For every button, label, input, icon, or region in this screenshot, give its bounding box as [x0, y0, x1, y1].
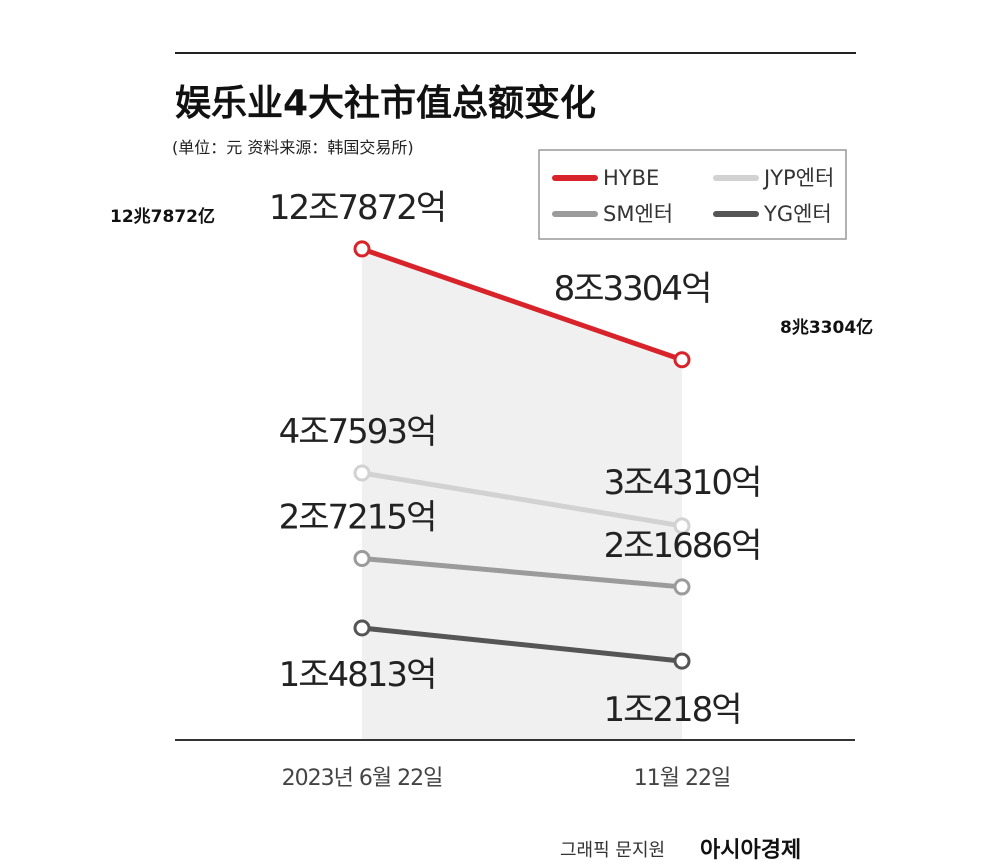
data-label: 12조7872억 — [269, 188, 445, 228]
data-label: 2조1686억 — [604, 526, 761, 566]
annotation: 12兆7872亿 — [110, 206, 215, 227]
series-line — [361, 470, 683, 529]
legend: HYBE JYP엔터 SM엔터 YG엔터 — [552, 166, 834, 226]
data-label: 3조4310억 — [604, 463, 761, 503]
footer-credit: 그래픽 문지원 — [560, 840, 665, 861]
data-point — [353, 240, 371, 258]
footer-logo: 아시아경제 — [700, 838, 801, 863]
data-point — [673, 351, 691, 369]
chart-subtitle: (单位：元 资料来源：韩国交易所) — [172, 138, 414, 157]
data-label: 2조7215억 — [279, 497, 436, 537]
data-point — [673, 652, 691, 670]
legend-label: SM엔터 — [603, 202, 673, 226]
data-label: 1조4813억 — [279, 655, 436, 695]
legend-label: HYBE — [603, 166, 659, 190]
x-tick-label: 2023년 6월 22일 — [282, 766, 443, 791]
data-point — [673, 578, 691, 596]
shaded-area — [362, 248, 682, 740]
data-point — [673, 517, 691, 535]
data-label: 8조3304억 — [554, 269, 711, 309]
series-line — [361, 246, 683, 363]
data-point — [353, 549, 371, 567]
series-line — [361, 625, 683, 664]
data-label: 1조218억 — [603, 690, 740, 730]
legend-label: YG엔터 — [763, 202, 832, 226]
x-tick-label: 11월 22일 — [634, 766, 730, 791]
chart-title: 娱乐业4大社市值总额变化 — [175, 82, 596, 124]
legend-label: JYP엔터 — [762, 166, 834, 190]
data-point — [353, 619, 371, 637]
data-point — [353, 464, 371, 482]
legend-box — [538, 149, 847, 240]
data-label: 4조7593억 — [279, 412, 436, 452]
annotation: 8兆3304亿 — [780, 317, 873, 338]
series-line — [361, 555, 683, 590]
